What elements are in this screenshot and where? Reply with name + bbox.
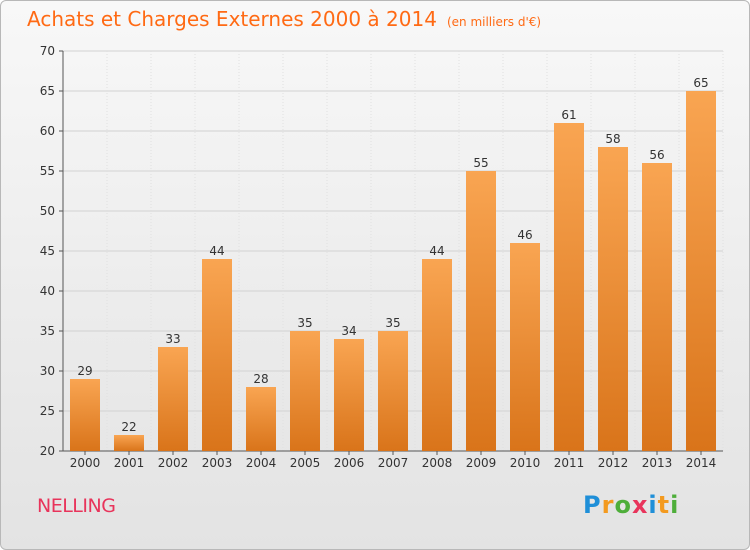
logo-letter: o	[614, 491, 632, 519]
data-label: 44	[429, 244, 444, 258]
bar-2014	[686, 91, 716, 451]
data-label: 56	[649, 148, 664, 162]
commune-name: NELLING	[37, 495, 116, 517]
x-tick-label: 2005	[290, 456, 321, 470]
proxiti-logo: Proxiti	[583, 491, 679, 519]
data-label: 34	[341, 324, 356, 338]
data-label: 33	[165, 332, 180, 346]
logo-letter: P	[583, 491, 602, 519]
y-tick-label: 35	[40, 324, 55, 338]
data-label: 29	[77, 364, 92, 378]
bar-2013	[642, 163, 672, 451]
bar-2012	[598, 147, 628, 451]
x-tick-label: 2006	[334, 456, 365, 470]
data-label: 58	[605, 132, 620, 146]
data-label: 28	[253, 372, 268, 386]
bar-2001	[114, 435, 144, 451]
logo-letter: i	[670, 491, 680, 519]
x-tick-label: 2000	[70, 456, 101, 470]
y-tick-label: 45	[40, 244, 55, 258]
logo-letter: t	[657, 491, 671, 519]
x-tick-label: 2013	[642, 456, 673, 470]
x-tick-label: 2010	[510, 456, 541, 470]
data-label: 46	[517, 228, 532, 242]
bar-2008	[422, 259, 452, 451]
x-tick-label: 2009	[466, 456, 497, 470]
logo-letter: i	[648, 491, 658, 519]
y-tick-label: 55	[40, 164, 55, 178]
x-tick-label: 2001	[114, 456, 145, 470]
y-tick-label: 65	[40, 84, 55, 98]
x-tick-label: 2014	[686, 456, 717, 470]
x-tick-label: 2007	[378, 456, 409, 470]
bar-2010	[510, 243, 540, 451]
bar-2004	[246, 387, 276, 451]
x-tick-label: 2012	[598, 456, 629, 470]
chart-title-text: Achats et Charges Externes 2000 à 2014	[27, 7, 437, 31]
bar-2003	[202, 259, 232, 451]
chart-unit: (en milliers d'€)	[446, 15, 542, 29]
data-label: 65	[693, 76, 708, 90]
y-tick-label: 20	[40, 444, 55, 458]
data-label: 44	[209, 244, 224, 258]
data-label: 55	[473, 156, 488, 170]
data-label: 61	[561, 108, 576, 122]
chart-title: Achats et Charges Externes 2000 à 2014 (e…	[27, 7, 541, 31]
y-tick-label: 60	[40, 124, 55, 138]
bar-2006	[334, 339, 364, 451]
axes: 20 25 30 35 40 45 50 55 60 65 70 2000 2001 2002 2003 20…	[40, 44, 723, 470]
data-label: 22	[121, 420, 136, 434]
x-tick-label: 2003	[202, 456, 233, 470]
x-tick-label: 2004	[246, 456, 277, 470]
data-label: 35	[297, 316, 312, 330]
y-tick-label: 30	[40, 364, 55, 378]
x-tick-label: 2002	[158, 456, 189, 470]
logo-letter: x	[631, 491, 649, 519]
data-label: 35	[385, 316, 400, 330]
bar-2009	[466, 171, 496, 451]
bar-2011	[554, 123, 584, 451]
bars	[70, 91, 716, 451]
bar-2002	[158, 347, 188, 451]
bar-2007	[378, 331, 408, 451]
logo-letter: r	[601, 491, 615, 519]
data-labels: 29 22 33 44 28 35 34 35 44 55 46 61 58 56 65	[77, 76, 708, 434]
x-tick-label: 2011	[554, 456, 585, 470]
bar-2000	[70, 379, 100, 451]
y-tick-label: 50	[40, 204, 55, 218]
y-tick-label: 70	[40, 44, 55, 58]
bar-2005	[290, 331, 320, 451]
y-tick-label: 25	[40, 404, 55, 418]
y-tick-label: 40	[40, 284, 55, 298]
x-tick-label: 2008	[422, 456, 453, 470]
